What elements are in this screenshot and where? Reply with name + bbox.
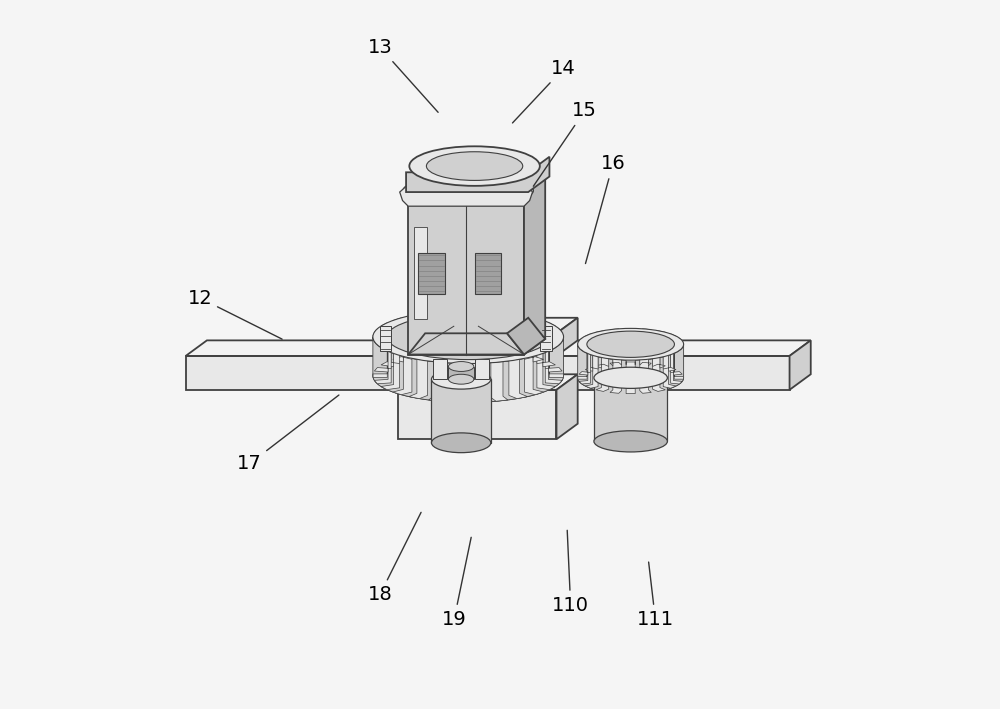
Polygon shape (429, 311, 446, 355)
Text: 15: 15 (533, 101, 597, 186)
Text: 12: 12 (187, 289, 282, 339)
Ellipse shape (373, 310, 564, 364)
Polygon shape (640, 356, 651, 393)
Polygon shape (374, 329, 391, 372)
Polygon shape (671, 338, 682, 375)
Polygon shape (663, 351, 676, 389)
Polygon shape (610, 356, 622, 393)
Polygon shape (398, 390, 556, 440)
Polygon shape (594, 378, 667, 442)
Polygon shape (398, 318, 578, 333)
Polygon shape (373, 337, 564, 403)
Polygon shape (596, 330, 609, 368)
Polygon shape (540, 326, 552, 351)
Polygon shape (585, 351, 598, 389)
Polygon shape (537, 323, 555, 367)
Text: 18: 18 (368, 513, 421, 604)
Ellipse shape (431, 433, 491, 452)
Ellipse shape (578, 328, 684, 360)
Polygon shape (579, 338, 591, 375)
Polygon shape (406, 157, 549, 192)
Polygon shape (545, 329, 562, 372)
Polygon shape (408, 192, 524, 354)
Polygon shape (674, 343, 683, 379)
Polygon shape (398, 374, 578, 390)
Polygon shape (524, 177, 545, 354)
Polygon shape (790, 340, 811, 390)
Polygon shape (431, 379, 491, 443)
Polygon shape (448, 367, 474, 379)
Text: 110: 110 (552, 530, 589, 615)
Polygon shape (381, 323, 400, 367)
Polygon shape (545, 340, 562, 384)
Polygon shape (393, 318, 412, 362)
Polygon shape (640, 329, 651, 366)
Polygon shape (418, 253, 445, 294)
Polygon shape (450, 359, 465, 402)
Polygon shape (398, 333, 556, 356)
Polygon shape (626, 357, 635, 393)
Polygon shape (475, 359, 489, 379)
Polygon shape (596, 354, 609, 391)
Text: 17: 17 (237, 395, 339, 474)
Ellipse shape (387, 314, 549, 359)
Polygon shape (186, 340, 811, 356)
Ellipse shape (431, 369, 491, 389)
Ellipse shape (448, 362, 474, 372)
Polygon shape (408, 333, 524, 354)
Polygon shape (578, 345, 684, 393)
Ellipse shape (587, 331, 674, 357)
Polygon shape (373, 335, 387, 377)
Ellipse shape (403, 176, 533, 206)
Polygon shape (472, 311, 486, 353)
Polygon shape (186, 356, 790, 390)
Polygon shape (409, 354, 428, 398)
Polygon shape (380, 326, 391, 351)
Polygon shape (433, 359, 447, 379)
Polygon shape (556, 374, 578, 440)
Polygon shape (556, 318, 578, 356)
Text: 14: 14 (512, 59, 576, 123)
Text: 19: 19 (442, 537, 471, 629)
Polygon shape (507, 318, 545, 354)
Polygon shape (409, 314, 428, 358)
Polygon shape (374, 340, 391, 384)
Polygon shape (671, 347, 682, 384)
Polygon shape (537, 346, 555, 390)
Ellipse shape (448, 374, 474, 384)
Text: 16: 16 (585, 155, 625, 264)
Polygon shape (509, 354, 527, 398)
Polygon shape (610, 329, 622, 366)
Polygon shape (653, 354, 665, 391)
Polygon shape (491, 357, 508, 401)
Polygon shape (475, 253, 501, 294)
Polygon shape (578, 343, 587, 379)
Polygon shape (491, 311, 508, 355)
Ellipse shape (409, 146, 540, 186)
Polygon shape (472, 359, 486, 402)
Polygon shape (525, 318, 544, 362)
Text: 111: 111 (637, 562, 674, 629)
Text: 13: 13 (368, 38, 438, 112)
Ellipse shape (594, 367, 667, 389)
Ellipse shape (373, 349, 564, 403)
Ellipse shape (426, 152, 523, 180)
Polygon shape (450, 311, 465, 353)
Ellipse shape (594, 431, 667, 452)
Polygon shape (663, 334, 676, 372)
Polygon shape (400, 186, 532, 206)
Polygon shape (381, 346, 400, 390)
Polygon shape (626, 328, 635, 364)
Polygon shape (393, 350, 412, 395)
Polygon shape (509, 314, 527, 358)
Polygon shape (414, 228, 427, 319)
Polygon shape (579, 347, 591, 384)
Polygon shape (585, 334, 598, 372)
Polygon shape (525, 350, 544, 395)
Polygon shape (429, 357, 446, 401)
Polygon shape (653, 330, 665, 368)
Ellipse shape (578, 362, 684, 393)
Polygon shape (549, 335, 563, 377)
